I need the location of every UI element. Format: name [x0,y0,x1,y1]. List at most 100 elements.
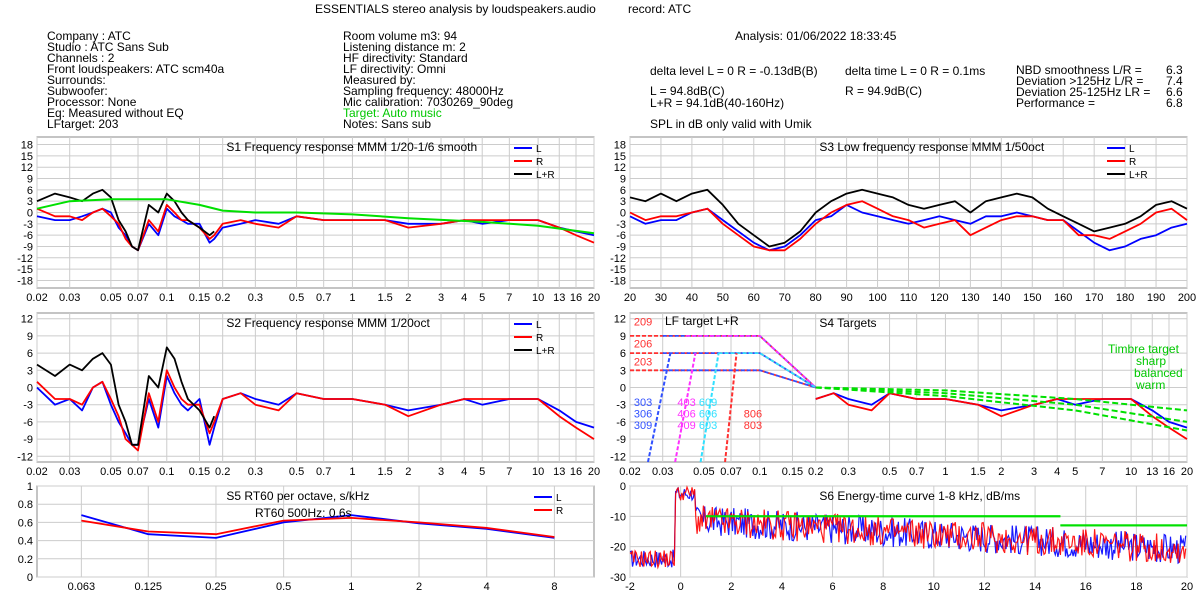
s2-x-tick-label: 0.02 [26,466,47,478]
s6-x-tick-label: 18 [1130,581,1142,593]
delta-level: delta level L = 0 R = -0.13dB(B) [650,64,818,78]
info-line: LFtarget: 203 [47,117,119,131]
s1-x-tick-label: 4 [461,292,467,304]
info-line: Room volume m3: 94 [343,29,458,43]
s4-x-tick-label: 0.15 [782,466,803,478]
s4-target-code: 406 [677,408,695,420]
s2-x-tick-label: 0.5 [289,466,304,478]
s4-rolloff-line [674,352,697,463]
s3-y-tick-label: -9 [616,241,626,253]
s4-x-tick-label: 0.07 [720,466,741,478]
s4-x-tick-label: 13 [1146,466,1158,478]
s6-x-tick-label: 0 [678,581,684,593]
s1-y-tick-label: -12 [17,253,33,265]
s2-x-tick-label: 0.3 [248,466,263,478]
info-line: Measured by: [343,73,416,87]
s4-x-tick-label: 16 [1163,466,1175,478]
s5-series-r [81,517,555,538]
s4-target-code: 403 [677,397,695,409]
s6-x-tick-label: 4 [779,581,785,593]
s1-y-tick-label: 6 [27,185,33,197]
s1-x-tick-label: 16 [570,292,582,304]
s4-target-code: 203 [634,357,652,369]
s3-series-lplusr [629,188,1188,248]
s1-x-tick-label: 7 [506,292,512,304]
s2-y-tick-label: -3 [23,400,33,412]
s2-x-tick-label: 7 [506,466,512,478]
s2-x-tick-label: 2 [405,466,411,478]
s4-title: S4 Targets [819,316,876,330]
s2-y-tick-label: 9 [27,331,33,343]
s5-x-tick-label: 4 [484,581,490,593]
s4-lf-target-label: LF target L+R [665,314,739,328]
s3-x-tick-label: 200 [1178,292,1196,304]
spl-right: R = 94.9dB(C) [845,84,923,98]
metric-label: Deviation 25-125Hz LR = [1016,85,1151,99]
s3-y-tick-label: 12 [614,162,626,174]
s2-x-tick-label: 4 [461,466,467,478]
s4-x-tick-label: 0.2 [808,466,823,478]
s4-y-tick-label: 3 [620,365,626,377]
s4-target-code: 206 [634,338,652,350]
s3-x-tick-label: 70 [779,292,791,304]
spl-note: SPL in dB only valid with Umik [650,117,812,131]
s1-x-tick-label: 3 [438,292,444,304]
s4-x-tick-label: 1 [942,466,948,478]
s2-x-tick-label: 13 [553,466,565,478]
s2-y-tick-label: 0 [27,383,33,395]
s3-series-r [629,200,1188,252]
s3-legend-entry: L [1129,144,1135,155]
s3-y-tick-label: -3 [616,219,626,231]
s4-x-tick-label: 0.5 [882,466,897,478]
s4-rolloff-line [647,352,672,463]
s3-x-tick-label: 170 [1085,292,1103,304]
s5-x-tick-label: 1 [348,581,354,593]
s5-legend-entry: L [556,493,562,504]
info-line: Surrounds: [47,73,106,87]
s3-y-tick-label: 9 [620,174,626,186]
s5-legend-entry: R [556,506,563,517]
record-label: record: ATC [628,2,692,16]
s1-y-tick-label: 9 [27,174,33,186]
s1-x-tick-label: 1.5 [377,292,392,304]
s3-x-tick-label: 150 [1023,292,1041,304]
s4-y-tick-label: 6 [620,348,626,360]
s2-x-tick-label: 1 [349,466,355,478]
s2-legend-entry: R [536,333,543,344]
s1-y-tick-label: -18 [17,275,33,287]
s4-timbre-balanced: balanced [1134,366,1183,380]
s3-y-tick-label: -6 [616,230,626,242]
s1-title: S1 Frequency response MMM 1/20-1/6 smoot… [226,140,477,154]
s4-target-code: 606 [699,408,717,420]
s1-x-tick-label: 0.15 [189,292,210,304]
s4-target-code: 609 [699,397,717,409]
s4-series-target2 [815,386,1188,423]
s1-x-tick-label: 10 [532,292,544,304]
s4-x-tick-label: 2 [998,466,1004,478]
s4-x-tick-label: 5 [1072,466,1078,478]
s4-lf-target-line [685,334,817,389]
s6-x-tick-label: 10 [928,581,940,593]
s6-x-tick-label: 12 [978,581,990,593]
metric-label: Performance = [1016,96,1096,110]
spl-left: L = 94.8dB(C) [650,84,725,98]
s1-x-tick-label: 0.07 [127,292,148,304]
s3-x-tick-label: 60 [748,292,760,304]
s6-x-tick-label: 14 [1029,581,1041,593]
s5-x-tick-label: 2 [416,581,422,593]
info-line: Mic calibration: 7030269_90deg [343,95,514,109]
s2-x-tick-label: 1.5 [377,466,392,478]
info-line: LF directivity: Omni [343,62,446,76]
s4-target-code: 806 [744,408,762,420]
s1-series-target [36,198,595,235]
s5-y-tick-label: 0.6 [18,517,33,529]
s1-y-tick-label: 3 [27,196,33,208]
metric-label: NBD smoothness L/R = [1016,63,1142,77]
s1-legend-entry: L [536,144,542,155]
s3-x-tick-label: 50 [717,292,729,304]
s1-y-tick-label: 12 [21,162,33,174]
s1-y-tick-label: 0 [27,208,33,220]
s2-y-tick-label: 12 [21,314,33,326]
s4-lf-target-line [662,369,816,389]
